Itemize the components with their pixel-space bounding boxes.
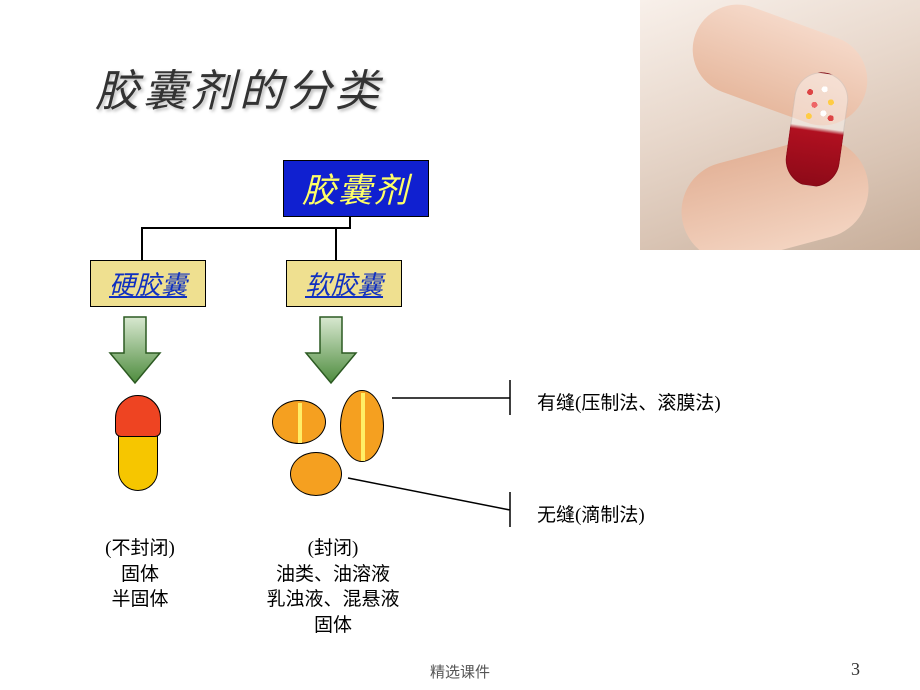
arrow-down-icon — [304, 315, 358, 385]
capsule-cap — [115, 395, 161, 437]
caption-line: 油类、油溶液 — [238, 562, 428, 588]
annotation-seamed: 有缝(压制法、滚膜法) — [537, 388, 721, 415]
page-number: 3 — [851, 659, 860, 680]
hard-label: 硬胶囊 — [109, 271, 187, 300]
caption-line: 固体 — [238, 613, 428, 639]
soft-capsule-seamed-long — [340, 390, 384, 462]
capsule-seam — [361, 393, 365, 461]
arrow-down-icon — [108, 315, 162, 385]
photo-finger-top — [680, 0, 880, 138]
annotation-seamless: 无缝(滴制法) — [537, 500, 645, 527]
hard-caption: (不封闭) 固体 半固体 — [80, 536, 200, 613]
capsule-body — [118, 431, 158, 491]
title-text: 胶囊剂的分类 — [95, 67, 383, 116]
soft-capsule-node: 软胶囊 — [286, 260, 402, 307]
photo-finger-bottom — [670, 127, 879, 250]
caption-line: 乳浊液、混悬液 — [238, 587, 428, 613]
root-node: 胶囊剂 — [283, 160, 429, 217]
hard-capsule-node: 硬胶囊 — [90, 260, 206, 307]
caption-line: 固体 — [80, 562, 200, 588]
soft-label: 软胶囊 — [305, 271, 383, 300]
footer-text: 精选课件 — [0, 661, 920, 682]
root-label: 胶囊剂 — [302, 173, 410, 210]
caption-line: (封闭) — [238, 536, 428, 562]
soft-capsule-seamed-oval — [272, 400, 326, 444]
capsule-photo — [640, 0, 920, 250]
hard-capsule-icon — [115, 395, 161, 493]
slide: 胶囊剂的分类 胶囊剂 硬胶囊 软胶囊 — [0, 0, 920, 690]
soft-caption: (封闭) 油类、油溶液 乳浊液、混悬液 固体 — [238, 536, 428, 639]
soft-capsule-seamless — [290, 452, 342, 496]
capsule-seam — [298, 403, 302, 443]
caption-line: (不封闭) — [80, 536, 200, 562]
caption-line: 半固体 — [80, 587, 200, 613]
slide-title: 胶囊剂的分类 — [95, 55, 383, 119]
